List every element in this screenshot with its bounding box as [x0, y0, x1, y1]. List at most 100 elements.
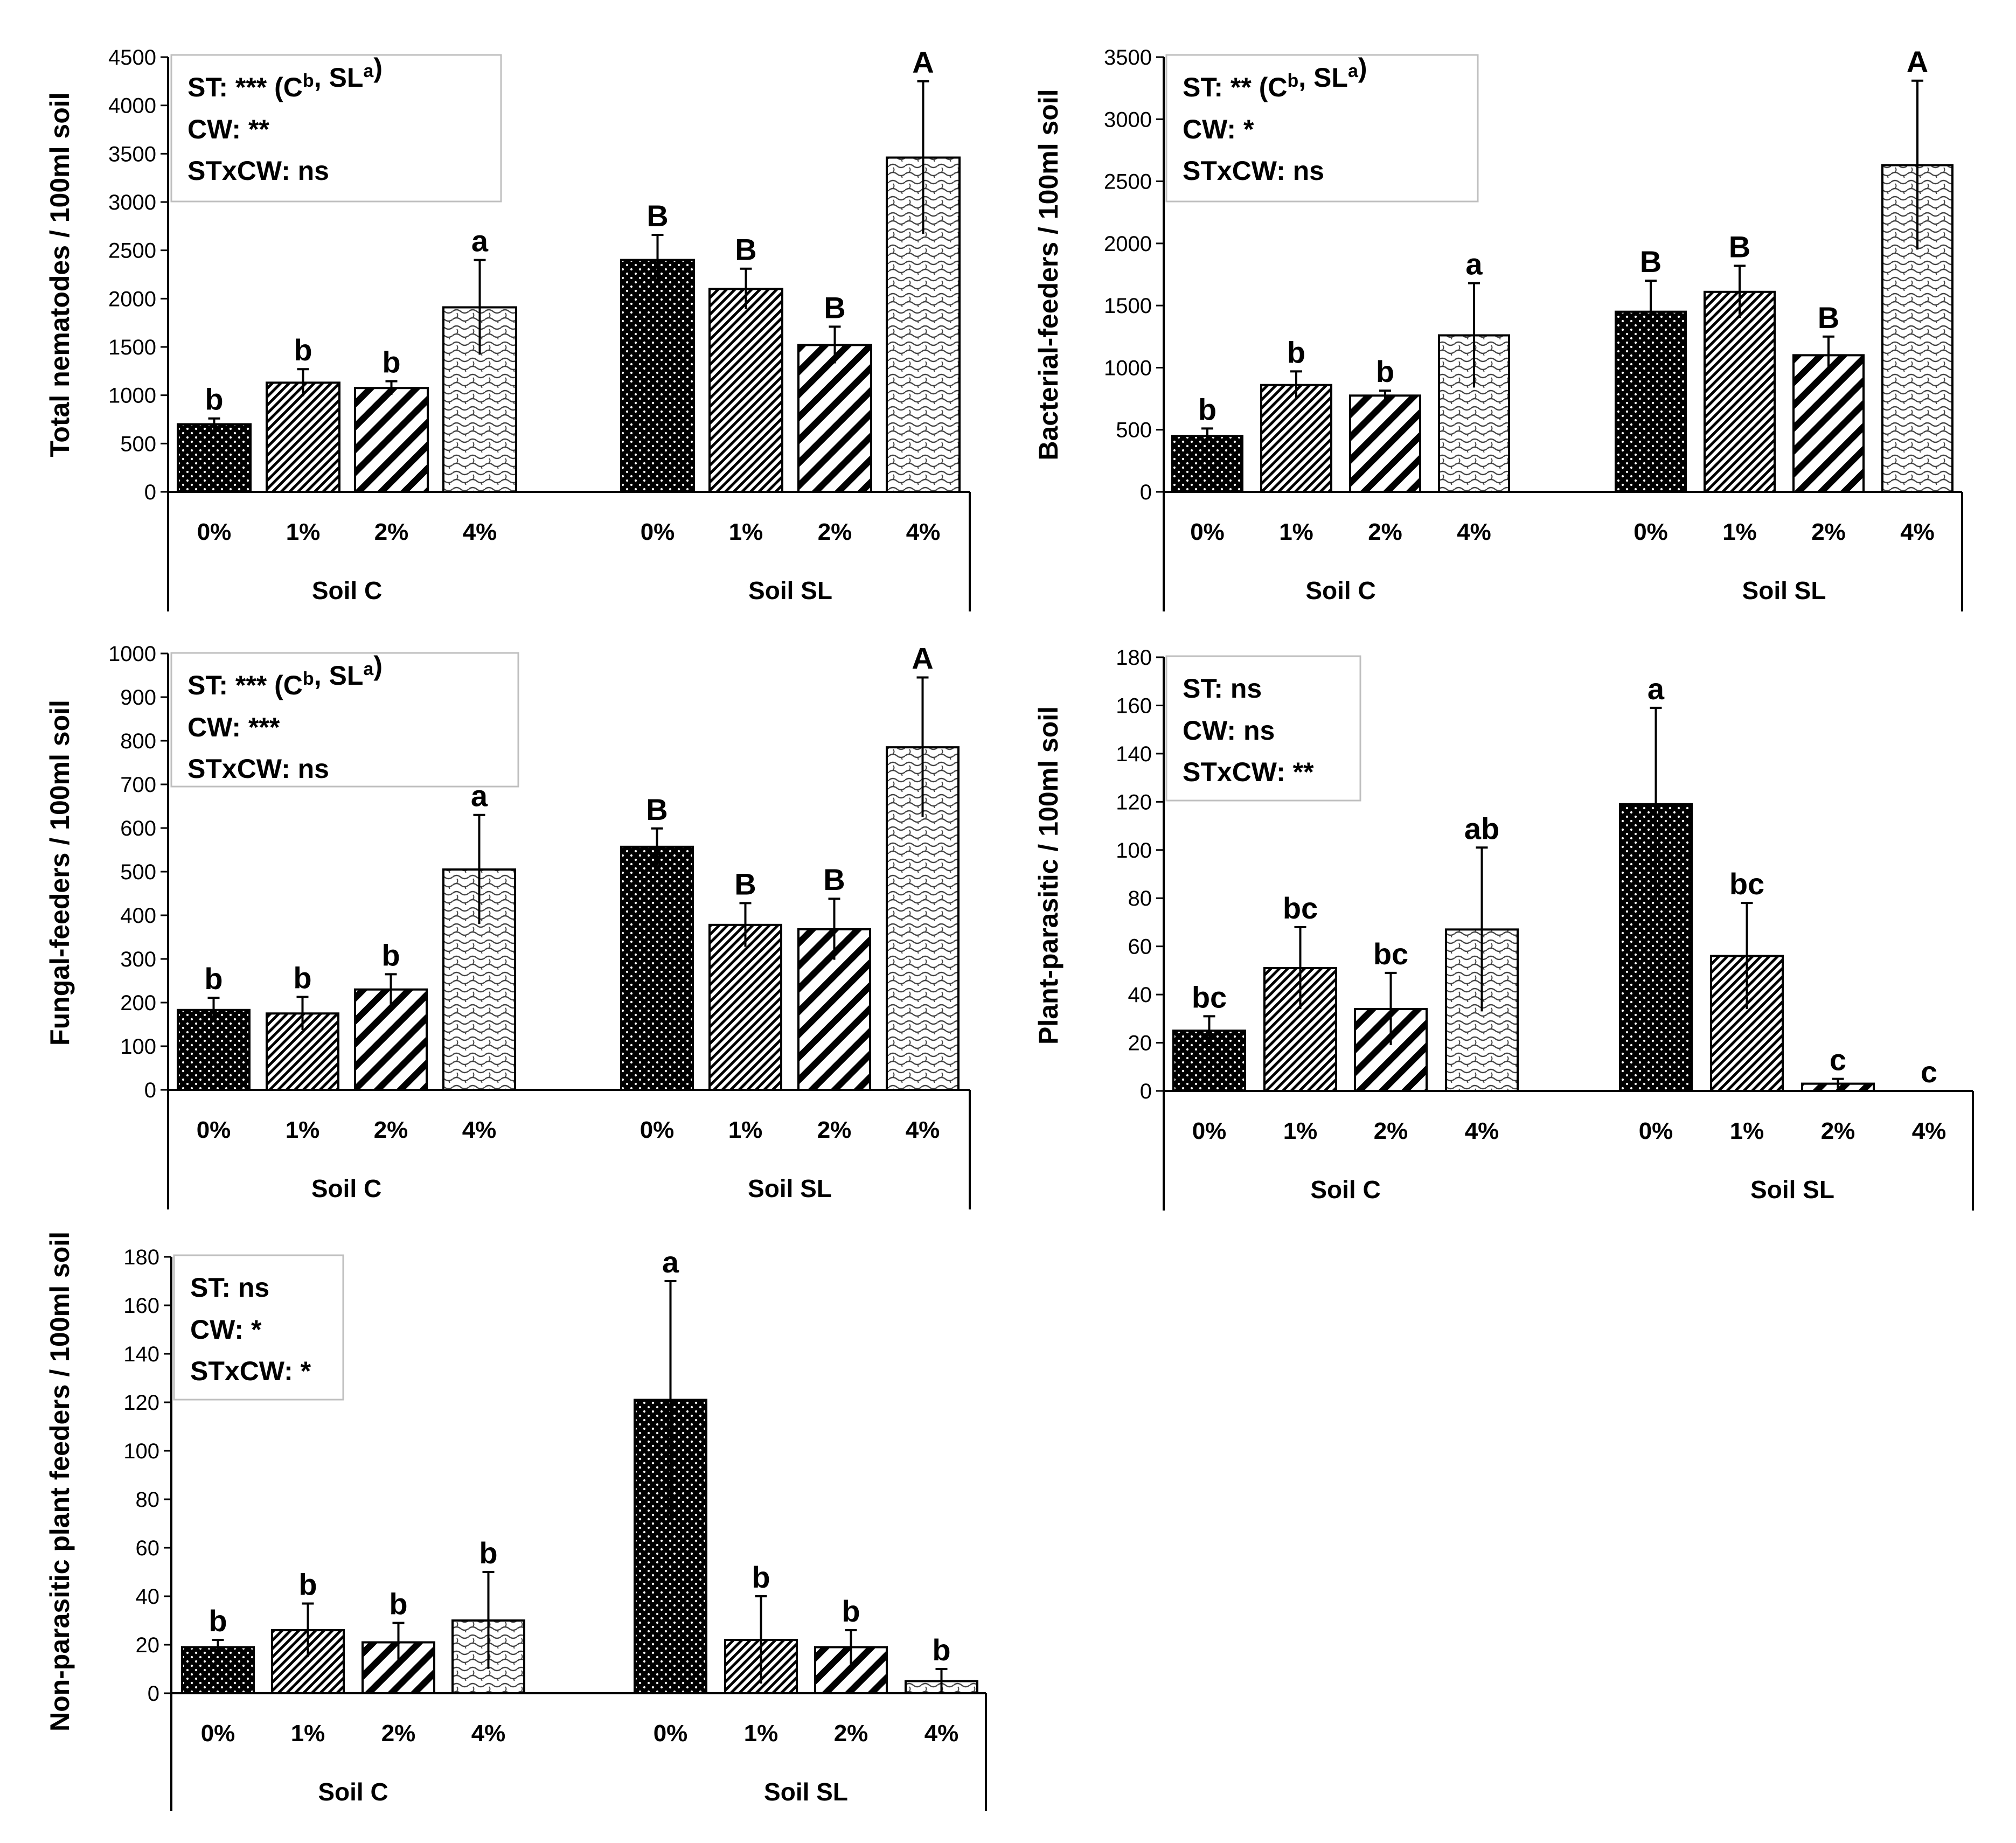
significance-letter-soil-sl-4pct: A — [1907, 45, 1928, 79]
y-tick-label: 120 — [123, 1391, 159, 1415]
stats-st-sup-c: b — [1287, 71, 1298, 91]
x-category-label-soil-c-1pct: 1% — [286, 1117, 320, 1143]
significance-letter-soil-c-0pct: bc — [1192, 980, 1227, 1014]
x-category-label-soil-sl-0pct: 0% — [641, 519, 675, 545]
x-category-label-soil-c-2pct: 2% — [1374, 1118, 1408, 1144]
stats-box — [170, 652, 519, 788]
group-label-soil-sl: Soil SL — [748, 576, 832, 604]
stats-box — [173, 1254, 344, 1401]
y-axis-label: Non-parasitic plant feeders / 100ml soil — [45, 1232, 75, 1731]
x-category-label-soil-sl-0pct: 0% — [1633, 519, 1668, 545]
x-category-label-soil-sl-2pct: 2% — [1821, 1118, 1855, 1144]
x-category-label-soil-c-0pct: 0% — [197, 1117, 231, 1143]
x-category-label-soil-sl-4pct: 4% — [906, 519, 941, 545]
group-label-soil-sl: Soil SL — [1742, 576, 1826, 604]
y-tick-label: 60 — [136, 1536, 160, 1560]
significance-letter-soil-c-0pct: b — [205, 382, 223, 416]
chart-panel-total-nematodes: 0 500 1000 1500 2000 2500 3000 3500 4000 4500 Tota… — [45, 45, 971, 611]
x-category-label-soil-sl-4pct: 4% — [1900, 519, 1935, 545]
significance-letter-soil-sl-0pct: B — [646, 792, 668, 826]
y-tick-label: 700 — [120, 773, 156, 797]
stats-st-sup-c: b — [303, 71, 314, 91]
stats-st-line: ST: ns — [190, 1272, 269, 1303]
significance-letter-soil-sl-2pct: B — [824, 290, 845, 324]
bar-soil-c-1pct — [1260, 384, 1332, 493]
y-tick-label: 4500 — [108, 46, 156, 69]
chart-panel-fungal-feeders: 0 100 200 300 400 500 600 700 800 900 1000 Fungal-f… — [45, 642, 971, 1209]
stats-interaction-line: STxCW: ns — [187, 754, 329, 784]
bar-soil-c-0pct — [181, 1646, 255, 1694]
x-category-label-soil-c-2pct: 2% — [374, 1117, 408, 1143]
x-category-label-soil-c-0pct: 0% — [1192, 1118, 1227, 1144]
x-category-label-soil-c-2pct: 2% — [374, 519, 409, 545]
stats-interaction-line: STxCW: ns — [1183, 156, 1324, 186]
stats-st-suffix: ) — [1358, 53, 1367, 83]
group-label-soil-c: Soil C — [1305, 576, 1375, 604]
y-tick-label: 40 — [136, 1585, 160, 1609]
bar-soil-c-0pct — [177, 423, 252, 493]
stats-st-prefix: ST: ** (C — [1183, 72, 1287, 102]
significance-letter-soil-c-0pct: b — [204, 962, 223, 996]
x-category-label-soil-sl-0pct: 0% — [1639, 1118, 1673, 1144]
stats-cw-line: CW: * — [1183, 114, 1254, 144]
y-tick-label: 1000 — [1104, 356, 1152, 380]
y-tick-label: 20 — [1128, 1032, 1152, 1055]
x-category-label-soil-sl-0pct: 0% — [640, 1117, 675, 1143]
bar-soil-sl-0pct — [620, 259, 695, 493]
significance-letter-soil-sl-4pct: b — [932, 1633, 950, 1667]
significance-letter-soil-c-1pct: b — [293, 961, 311, 994]
x-category-label-soil-c-4pct: 4% — [471, 1720, 506, 1747]
stats-st-sup-sl: a — [363, 659, 374, 679]
stats-interaction-line: STxCW: ** — [1183, 757, 1314, 787]
y-tick-label: 2500 — [108, 239, 156, 263]
y-tick-label: 40 — [1128, 983, 1152, 1007]
significance-letter-soil-sl-1pct: B — [1729, 229, 1750, 263]
stats-box — [1165, 655, 1361, 802]
significance-letter-soil-c-0pct: b — [1198, 392, 1216, 426]
x-category-label-soil-c-4pct: 4% — [462, 1117, 497, 1143]
y-tick-label: 3500 — [108, 142, 156, 166]
significance-letter-soil-sl-1pct: B — [735, 233, 756, 267]
group-label-soil-sl: Soil SL — [764, 1778, 848, 1806]
significance-letter-soil-sl-2pct: b — [842, 1594, 860, 1628]
stats-box — [170, 54, 502, 203]
bar-soil-sl-0pct — [620, 845, 694, 1091]
y-tick-label: 200 — [120, 991, 156, 1015]
y-tick-label: 500 — [120, 860, 156, 884]
significance-letter-soil-c-1pct: b — [294, 333, 312, 367]
x-category-label-soil-c-0pct: 0% — [201, 1720, 235, 1747]
x-category-label-soil-c-4pct: 4% — [1457, 519, 1491, 545]
y-tick-label: 900 — [120, 686, 156, 710]
y-tick-label: 160 — [1116, 694, 1152, 718]
y-tick-label: 1000 — [108, 384, 156, 408]
x-category-label-soil-c-4pct: 4% — [1465, 1118, 1499, 1144]
group-label-soil-c: Soil C — [318, 1778, 388, 1806]
y-tick-label: 2000 — [108, 287, 156, 311]
bar-soil-c-1pct — [266, 381, 340, 493]
significance-letter-soil-c-2pct: b — [1376, 354, 1394, 388]
y-axis-label: Total nematodes / 100ml soil — [45, 92, 75, 457]
x-category-label-soil-sl-0pct: 0% — [654, 1720, 688, 1747]
significance-letter-soil-sl-2pct: c — [1830, 1043, 1846, 1077]
y-tick-label: 800 — [120, 729, 156, 753]
stats-cw-line: CW: * — [190, 1315, 262, 1345]
stats-st-line: ST: *** (Cb, SLa) — [187, 651, 383, 700]
y-tick-label: 20 — [136, 1633, 160, 1657]
significance-letter-soil-c-2pct: b — [389, 1587, 407, 1621]
significance-letter-soil-c-2pct: b — [381, 938, 400, 972]
y-tick-label: 0 — [148, 1682, 159, 1706]
x-category-label-soil-c-4pct: 4% — [463, 519, 497, 545]
x-category-label-soil-sl-4pct: 4% — [924, 1720, 959, 1747]
y-axis-label: Bacterial-feeders / 100ml soil — [1033, 89, 1063, 460]
stats-st-line: ST: *** (Cb, SLa) — [187, 53, 383, 102]
x-category-label-soil-sl-2pct: 2% — [834, 1720, 868, 1747]
stats-st-mid: , SL — [314, 62, 364, 93]
stats-cw-line: CW: ** — [187, 114, 269, 144]
stats-interaction-line: STxCW: ns — [187, 156, 329, 186]
significance-letter-soil-c-4pct: a — [1465, 247, 1483, 281]
y-tick-label: 80 — [136, 1488, 160, 1512]
stats-st-suffix: ) — [373, 53, 383, 83]
stats-st-prefix: ST: *** (C — [187, 72, 303, 102]
chart-panel-plant-parasitic: 0 20 40 60 80 100 120 140 160 180 Plant-parasitic … — [1033, 646, 1974, 1211]
x-category-label-soil-sl-1pct: 1% — [729, 519, 763, 545]
